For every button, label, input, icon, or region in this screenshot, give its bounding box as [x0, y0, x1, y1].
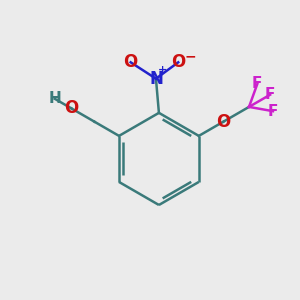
- Text: N: N: [149, 70, 163, 88]
- Text: F: F: [268, 104, 278, 119]
- Text: O: O: [64, 99, 79, 117]
- Text: −: −: [184, 50, 196, 63]
- Text: +: +: [158, 65, 167, 75]
- Text: F: F: [265, 87, 275, 102]
- Text: H: H: [48, 91, 61, 106]
- Text: O: O: [124, 53, 138, 71]
- Text: O: O: [216, 113, 230, 131]
- Text: O: O: [171, 53, 185, 71]
- Text: F: F: [252, 76, 262, 92]
